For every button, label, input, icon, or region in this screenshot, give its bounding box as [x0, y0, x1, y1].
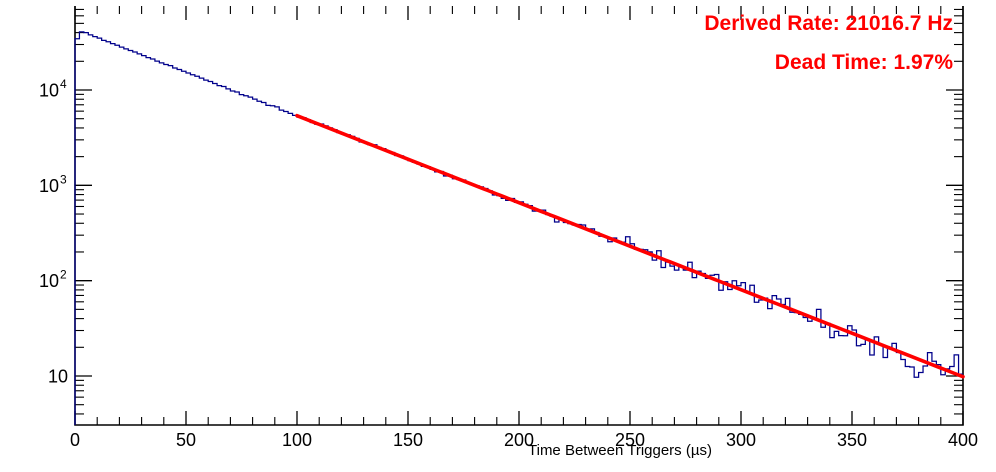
y-axis-tick-label: 10	[39, 271, 59, 291]
fit-series	[295, 113, 965, 379]
x-axis-title: Time Between Triggers (µs)	[528, 442, 712, 459]
x-axis-tick-label: 200	[504, 430, 534, 450]
x-axis-labels: 0 50 100 150 200 250 300 350 400	[70, 430, 978, 450]
dead-time-annotation: Dead Time: 1.97%	[775, 51, 954, 74]
y-axis-tick-exponent: 2	[60, 268, 67, 282]
x-axis-tick-label: 350	[837, 430, 867, 450]
x-axis-tick-label: 150	[393, 430, 423, 450]
x-axis-tick-label: 300	[726, 430, 756, 450]
y-axis-tick-exponent: 4	[60, 77, 67, 91]
x-axis-tick-label: 50	[176, 430, 196, 450]
y-axis-tick-label: 10	[39, 176, 59, 196]
y-axis-tick-label: 10	[48, 367, 68, 387]
y-axis-tick-label: 10	[39, 81, 59, 101]
x-axis-tick-label: 100	[282, 430, 312, 450]
derived-rate-annotation: Derived Rate: 21016.7 Hz	[704, 12, 953, 35]
y-axis-ticks	[75, 8, 963, 415]
x-axis-tick-label: 0	[70, 430, 80, 450]
x-axis-tick-label: 400	[948, 430, 978, 450]
y-axis-tick-exponent: 3	[60, 172, 67, 186]
x-axis-tick-label: 250	[615, 430, 645, 450]
fit-line-path	[295, 113, 965, 379]
